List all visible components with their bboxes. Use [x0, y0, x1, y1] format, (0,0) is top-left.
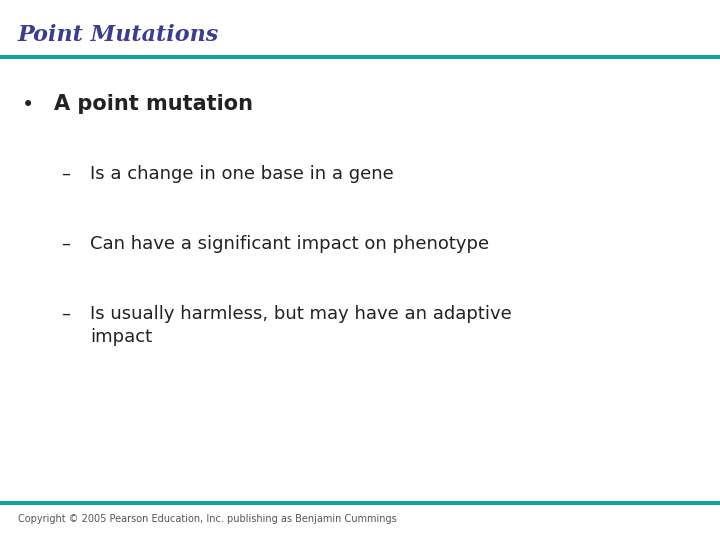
Text: –: –: [61, 165, 71, 183]
Text: Is usually harmless, but may have an adaptive
impact: Is usually harmless, but may have an ada…: [90, 305, 512, 346]
Text: Copyright © 2005 Pearson Education, Inc. publishing as Benjamin Cummings: Copyright © 2005 Pearson Education, Inc.…: [18, 514, 397, 524]
Text: •: •: [22, 94, 34, 114]
Text: –: –: [61, 305, 71, 323]
Text: Can have a significant impact on phenotype: Can have a significant impact on phenoty…: [90, 235, 489, 253]
Text: –: –: [61, 235, 71, 253]
Text: Point Mutations: Point Mutations: [18, 24, 220, 46]
Text: Is a change in one base in a gene: Is a change in one base in a gene: [90, 165, 394, 183]
Text: A point mutation: A point mutation: [54, 94, 253, 114]
